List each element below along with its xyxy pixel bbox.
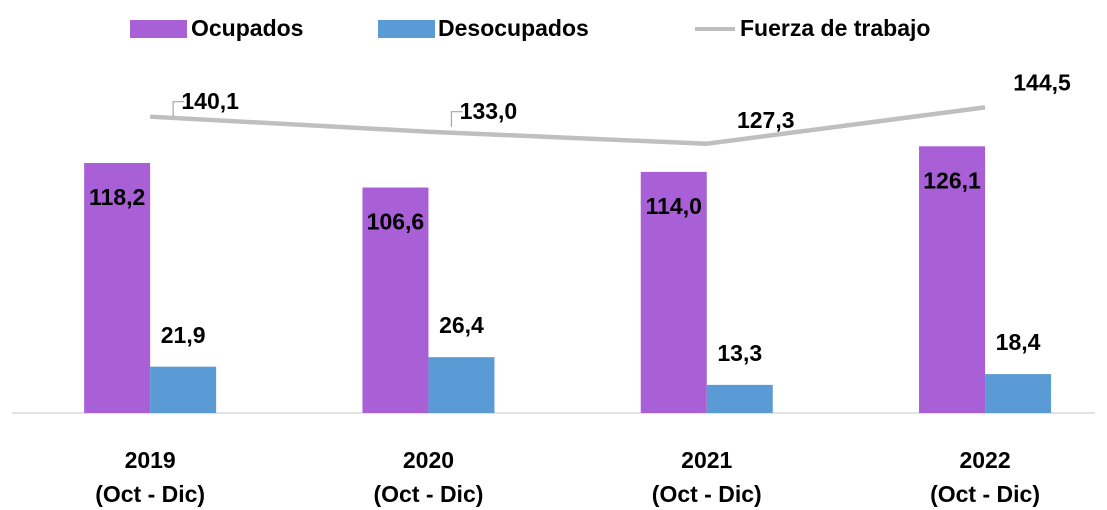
data-label: 144,5 <box>1013 69 1071 95</box>
leader-line <box>450 111 463 127</box>
data-label: 26,4 <box>439 312 484 338</box>
legend-label: Fuerza de trabajo <box>740 15 930 41</box>
data-label: 13,3 <box>717 340 762 366</box>
bar <box>706 384 773 413</box>
bar <box>985 374 1052 413</box>
x-tick-label: (Oct - Dic) <box>930 481 1040 507</box>
data-label: 114,0 <box>646 193 702 219</box>
bar <box>84 163 151 413</box>
bar <box>640 171 707 413</box>
legend-label: Ocupados <box>191 15 303 41</box>
data-label: 106,6 <box>367 209 425 235</box>
leader-line <box>172 101 185 117</box>
legend-swatch <box>378 20 435 38</box>
data-label: 18,4 <box>996 329 1041 355</box>
bar <box>150 366 217 413</box>
x-tick-label: 2019 <box>125 447 176 473</box>
data-label: 127,3 <box>737 107 795 133</box>
x-tick-label: (Oct - Dic) <box>95 481 205 507</box>
legend-swatch <box>130 20 187 38</box>
bar <box>362 187 429 413</box>
x-tick-label: (Oct - Dic) <box>652 481 762 507</box>
legend-label: Desocupados <box>438 15 589 41</box>
bar <box>919 146 986 413</box>
data-label: 118,2 <box>89 184 145 210</box>
data-label: 126,1 <box>923 167 981 193</box>
x-tick-label: (Oct - Dic) <box>374 481 484 507</box>
data-label: 133,0 <box>460 98 518 124</box>
x-tick-label: 2021 <box>681 447 732 473</box>
data-label: 140,1 <box>181 88 239 114</box>
bar <box>428 357 495 413</box>
x-tick-label: 2020 <box>403 447 454 473</box>
x-tick-label: 2022 <box>959 447 1010 473</box>
line <box>150 105 986 147</box>
data-label: 21,9 <box>161 322 206 348</box>
